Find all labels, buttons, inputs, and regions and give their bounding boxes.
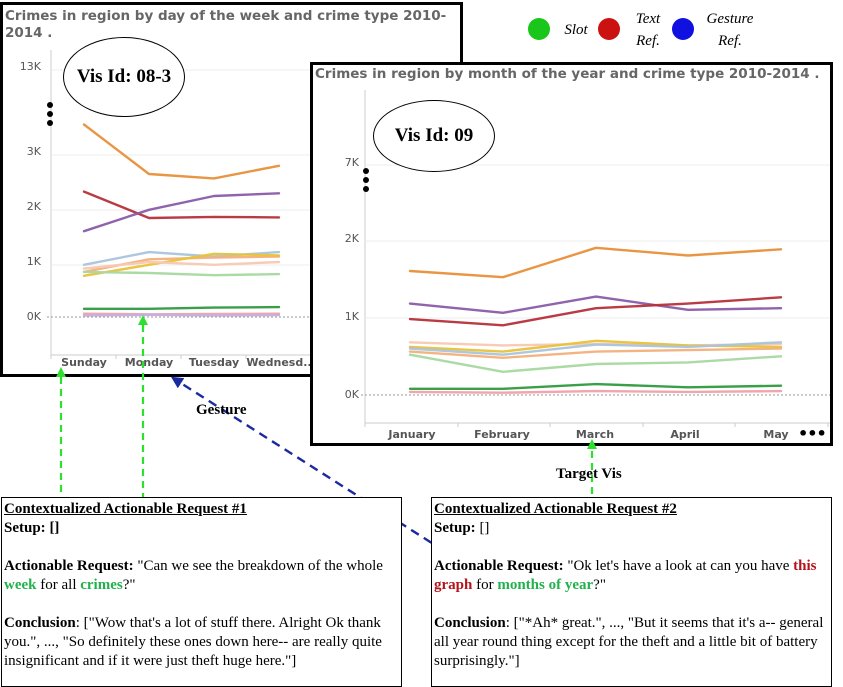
vis-08-3-title: Crimes in region by day of the week and … xyxy=(5,8,447,41)
request-1-title: Contextualized Actionable Request #1 xyxy=(4,501,247,517)
series-line-2 xyxy=(82,192,281,233)
request-1-actionable-request: Actionable Request: "Can we see the brea… xyxy=(4,558,383,593)
series-line-1 xyxy=(408,295,783,315)
slot-week: week xyxy=(4,577,37,593)
x-tick-february: February xyxy=(474,428,530,441)
gesture-ref-legend-label: Gesture Ref. xyxy=(706,11,754,49)
text-ref-legend-label: Text Ref. xyxy=(635,11,661,49)
request-2-conclusion: Conclusion: ["*Ah* great.", ..., "But it… xyxy=(434,615,824,669)
text-ref-legend-dot xyxy=(598,18,620,40)
request-1-setup: Setup: [] xyxy=(4,520,60,536)
series-line-10 xyxy=(82,313,281,317)
series-line-5 xyxy=(82,252,281,277)
y-tick: 2K xyxy=(26,200,41,213)
x-tick-wednesday: Wednesd.. xyxy=(246,356,312,369)
x-tick-monday: Monday xyxy=(124,356,174,369)
series-line-1 xyxy=(82,190,281,220)
x-tick-may: May xyxy=(763,428,789,441)
vis-09-title: Crimes in region by month of the year an… xyxy=(315,66,820,82)
vis-09-line-chart xyxy=(361,90,830,427)
series-line-6 xyxy=(82,260,281,270)
x-tick-sunday: Sunday xyxy=(61,356,107,369)
series-line-0 xyxy=(82,123,281,180)
vis-09-panel: Crimes in region by month of the year an… xyxy=(310,62,833,446)
request-1-box: Contextualized Actionable Request #1 Set… xyxy=(1,497,402,687)
vis-09-id-ellipse: Vis Id: 09 xyxy=(373,100,495,172)
series-line-6 xyxy=(408,347,783,359)
y-tick: 0K xyxy=(26,310,41,323)
y-tick: 7K xyxy=(344,156,359,169)
vis-08-3-id-ellipse: Vis Id: 08-3 xyxy=(63,37,185,117)
gesture-ref-legend-dot xyxy=(672,18,694,40)
vis-09-menu-dots-icon[interactable] xyxy=(363,168,369,195)
vis-08-3-menu-dots-icon[interactable] xyxy=(47,102,53,129)
text-ref-this-graph: this graph xyxy=(434,558,817,593)
request-2-title: Contextualized Actionable Request #2 xyxy=(434,501,677,517)
y-tick: 3K xyxy=(26,145,41,158)
series-line-7 xyxy=(408,353,783,373)
y-tick: 1K xyxy=(344,310,359,323)
slot-legend-dot xyxy=(528,18,550,40)
request-2-setup: Setup: [] xyxy=(434,520,490,536)
series-line-2 xyxy=(408,296,783,327)
slot-crimes: crimes xyxy=(80,577,123,593)
x-tick-april: April xyxy=(670,428,700,441)
y-tick: 1K xyxy=(26,255,41,268)
series-line-0 xyxy=(408,246,783,279)
series-line-8 xyxy=(408,382,783,390)
series-line-5 xyxy=(408,341,783,356)
x-tick-march: March xyxy=(575,428,615,441)
vis-09-more-marker[interactable]: ••• xyxy=(798,424,827,443)
request-1-conclusion: Conclusion: ["Wow that's a lot of stuff … xyxy=(4,615,382,669)
slot-legend-label: Slot xyxy=(564,22,588,38)
request-2-actionable-request: Actionable Request: "Ok let's have a loo… xyxy=(434,558,817,593)
y-tick: 2K xyxy=(344,232,359,245)
request-2-box: Contextualized Actionable Request #2 Set… xyxy=(431,497,832,687)
series-line-9 xyxy=(408,389,783,394)
slot-months-of-year: months of year xyxy=(497,577,594,593)
y-tick: 13K xyxy=(19,60,41,73)
x-tick-tuesday: Tuesday xyxy=(188,356,240,369)
series-line-8 xyxy=(82,305,281,310)
target-vis-label: Target Vis xyxy=(556,466,622,482)
series-line-7 xyxy=(82,270,281,277)
gesture-label: Gesture xyxy=(196,402,247,418)
